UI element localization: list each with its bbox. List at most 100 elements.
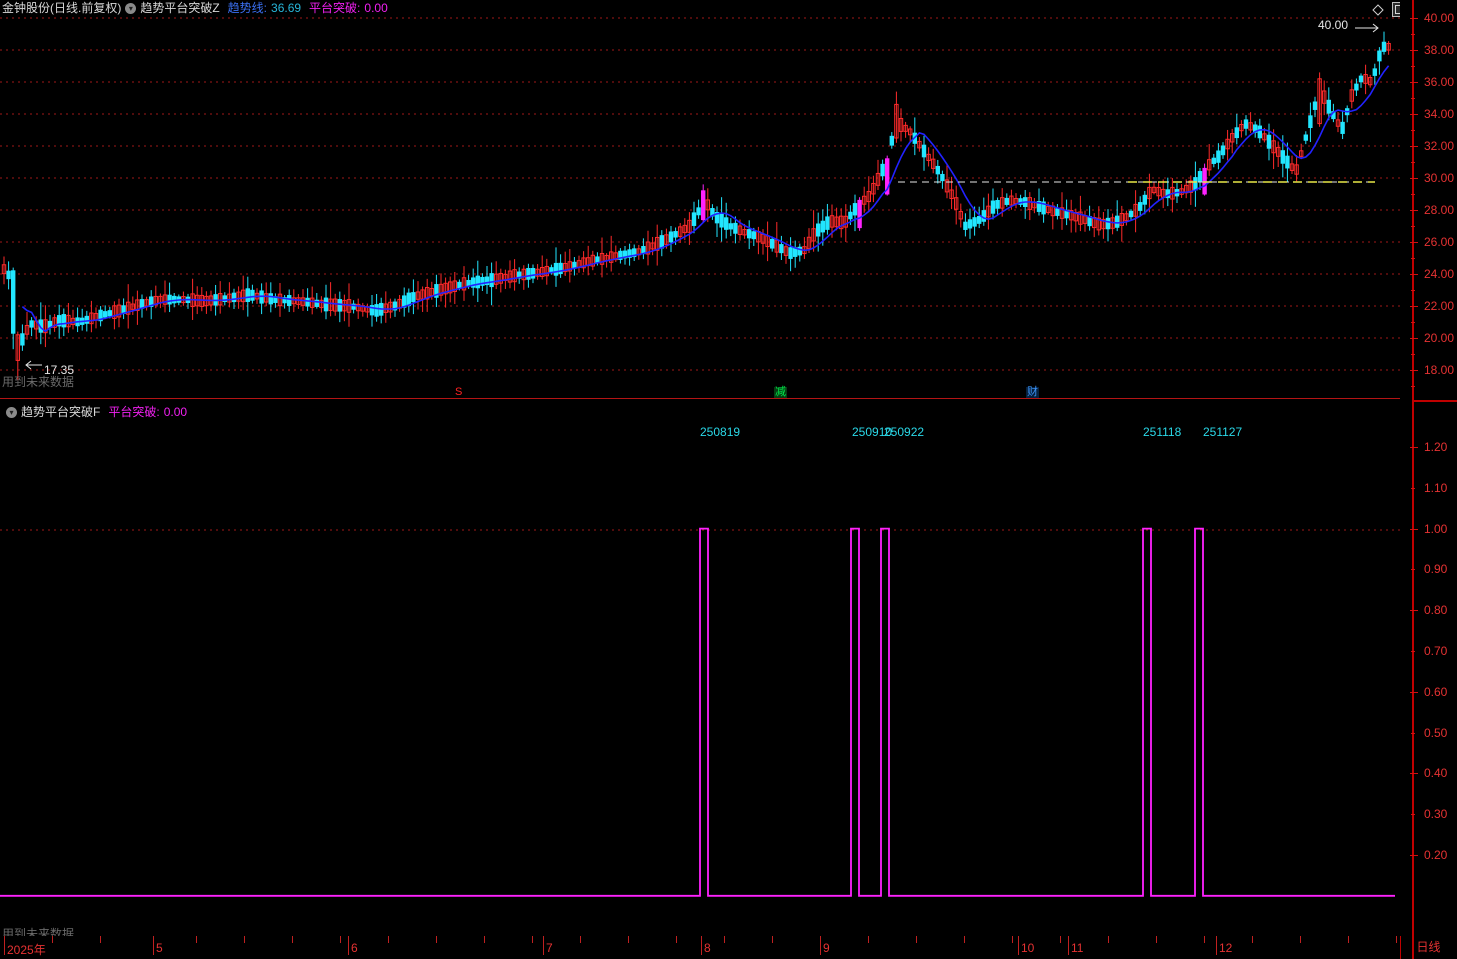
sub-date-label-4: 251118 [1143,425,1182,439]
high-price-callout: 40.00 [1318,18,1349,32]
event-flag-sell[interactable]: S [455,386,463,398]
sub-panel-header: ▾ 趋势平台突破F 平台突破: 0.00 [0,404,1400,421]
price-tick-minor [1411,258,1415,259]
indicator-tick [1410,529,1418,530]
time-tick-minor [484,936,485,943]
time-tick-minor [1300,936,1301,943]
time-tick [820,936,821,955]
indicator-tick-label: 0.30 [1424,807,1448,821]
diamond-icon[interactable] [1372,3,1384,16]
time-tick-label: 2025年 [7,943,46,957]
indicator-tick [1410,692,1418,693]
time-tick-minor [916,936,917,943]
time-tick-minor [1396,936,1397,943]
time-tick-label: 6 [351,941,358,955]
indicator-tick-label: 0.90 [1424,562,1448,576]
time-tick [153,936,154,955]
time-tick-label: 8 [704,941,711,955]
future-data-watermark-main: 用到未来数据 [2,375,75,389]
event-flag-finance[interactable]: 财 [1026,386,1039,398]
indicator-tick [1411,569,1415,570]
time-tick-minor [244,936,245,943]
price-tick-minor [1411,34,1415,35]
time-tick-label: 11 [1071,941,1084,955]
price-tick [1410,242,1418,243]
main-panel-header: 金钟股份(日线.前复权) ▾ 趋势平台突破Z 趋势线: 36.69 平台突破: … [0,0,1400,17]
indicator-tick [1410,773,1418,774]
price-tick-label: 38.00 [1424,43,1455,57]
indicator-axis-rule [1412,400,1414,959]
indicator-tick [1410,855,1418,856]
price-tick [1410,274,1418,275]
price-tick [1410,114,1418,115]
time-tick-minor [676,936,677,943]
time-axis[interactable]: 2025年 5 6 7 8 9 10 11 12 [0,936,1400,959]
price-tick [1410,370,1418,371]
time-tick [1216,936,1217,955]
trendline-label: 趋势线: [227,1,268,15]
price-tick-minor [1411,322,1415,323]
indicator-tick-label: 1.00 [1424,522,1448,536]
sub-indicator-name[interactable]: 趋势平台突破F [21,405,101,419]
price-tick [1410,210,1418,211]
price-tick [1410,18,1418,19]
price-tick-label: 18.00 [1424,363,1455,377]
timeframe-label[interactable]: 日线 [1416,940,1441,954]
time-tick-label: 5 [156,941,163,955]
time-tick-minor [964,936,965,943]
chevron-down-circle-icon[interactable]: ▾ [125,3,137,14]
sub-platform-breakout-label: 平台突破: [108,405,160,419]
time-tick-minor [292,936,293,943]
time-tick [701,936,702,955]
indicator-axis[interactable]: 0.20 0.30 0.40 0.50 0.60 0.70 0.80 0.90 1.00 1.10… [1400,400,1457,959]
platform-breakout-value: 0.00 [364,1,388,15]
main-indicator-name[interactable]: 趋势平台突破Z [140,1,220,15]
chevron-down-circle-icon-sub[interactable]: ▾ [6,407,17,418]
time-tick-minor [868,936,869,943]
price-tick [1410,338,1418,339]
price-tick-minor [1411,98,1415,99]
sub-platform-breakout-value: 0.00 [163,405,188,419]
time-tick-minor [1060,936,1061,943]
indicator-tick [1411,488,1415,489]
indicator-tick [1411,733,1415,734]
stock-title[interactable]: 金钟股份(日线.前复权) [2,1,122,15]
event-flag-reduce[interactable]: 减 [774,386,787,398]
indicator-tick-label: 0.40 [1424,766,1448,780]
time-tick-minor [1012,936,1013,943]
indicator-tick [1410,610,1418,611]
time-tick-minor [580,936,581,943]
price-tick [1410,146,1418,147]
sub-date-label-3: 250922 [884,425,925,439]
indicator-tick-label: 1.10 [1424,481,1448,495]
price-tick-label: 28.00 [1424,203,1455,217]
price-tick-label: 36.00 [1424,75,1455,89]
price-tick-label: 20.00 [1424,331,1455,345]
price-axis-rule [1412,0,1414,400]
price-tick-label: 24.00 [1424,267,1455,281]
breakout-indicator-panel[interactable]: ↖突↖突↖突↖突↖突 [0,421,1400,936]
panel-divider-top [0,398,1400,399]
price-tick-minor [1411,354,1415,355]
time-tick-minor [388,936,389,943]
price-tick-label: 26.00 [1424,235,1455,249]
time-tick-minor [100,936,101,943]
price-tick-minor [1411,194,1415,195]
time-tick-minor [772,936,773,943]
indicator-tick [1411,651,1415,652]
time-tick-minor [1252,936,1253,943]
price-tick-label: 34.00 [1424,107,1455,121]
indicator-tick-label: 1.20 [1424,440,1448,454]
price-chart-panel[interactable]: 突突突突突 [0,17,1400,398]
time-tick [348,936,349,955]
price-tick-label: 30.00 [1424,171,1455,185]
price-tick-label: 40.00 [1424,11,1455,25]
platform-breakout-label: 平台突破: [309,1,361,15]
time-tick-minor [1156,936,1157,943]
price-tick [1410,50,1418,51]
time-tick-minor [532,936,533,943]
time-tick [543,936,544,955]
time-tick [1068,936,1069,955]
price-axis[interactable]: 18.00 20.00 22.00 24.00 26.00 28.00 30.00 32.00… [1400,0,1457,400]
